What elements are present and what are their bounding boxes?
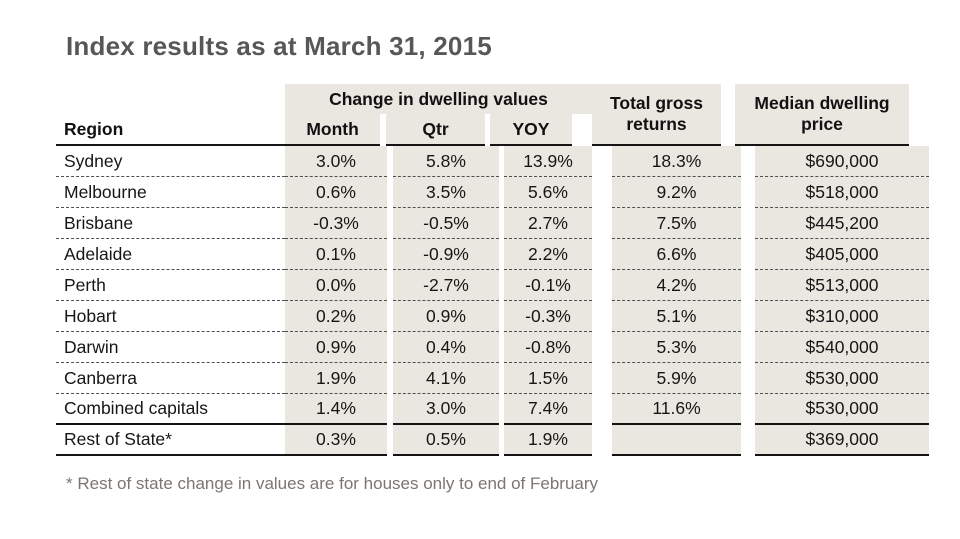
returns-cell: 18.3% xyxy=(612,146,741,177)
region-cell: Brisbane xyxy=(56,208,285,239)
qtr-cell: -0.9% xyxy=(393,239,499,270)
qtr-cell: 3.0% xyxy=(393,394,499,425)
yoy-cell: -0.8% xyxy=(504,332,592,363)
col-header-month: Month xyxy=(285,114,381,146)
yoy-cell: 7.4% xyxy=(504,394,592,425)
yoy-cell: -0.1% xyxy=(504,270,592,301)
table-row-canberra: Canberra 1.9% 4.1% 1.5% 5.9% $530,000 xyxy=(56,363,929,394)
returns-cell: 6.6% xyxy=(612,239,741,270)
month-cell: 3.0% xyxy=(285,146,387,177)
region-cell: Sydney xyxy=(56,146,285,177)
yoy-cell: 1.5% xyxy=(504,363,592,394)
month-cell: 1.4% xyxy=(285,394,387,425)
region-cell: Hobart xyxy=(56,301,285,332)
qtr-cell: 5.8% xyxy=(393,146,499,177)
qtr-cell: -0.5% xyxy=(393,208,499,239)
table-row-sydney: Sydney 3.0% 5.8% 13.9% 18.3% $690,000 xyxy=(56,146,929,177)
table-header: Region Change in dwelling values Month Q… xyxy=(56,84,929,146)
median-price-cell: $445,200 xyxy=(755,208,929,239)
returns-cell xyxy=(612,425,741,456)
median-price-cell: $690,000 xyxy=(755,146,929,177)
month-cell: 1.9% xyxy=(285,363,387,394)
median-price-cell: $310,000 xyxy=(755,301,929,332)
qtr-cell: 4.1% xyxy=(393,363,499,394)
table-row-adelaide: Adelaide 0.1% -0.9% 2.2% 6.6% $405,000 xyxy=(56,239,929,270)
returns-cell: 5.3% xyxy=(612,332,741,363)
returns-cell: 7.5% xyxy=(612,208,741,239)
change-values-column-group: Change in dwelling values Month Qtr YOY xyxy=(285,84,592,146)
qtr-cell: 0.4% xyxy=(393,332,499,363)
table-row-melbourne: Melbourne 0.6% 3.5% 5.6% 9.2% $518,000 xyxy=(56,177,929,208)
table-row-perth: Perth 0.0% -2.7% -0.1% 4.2% $513,000 xyxy=(56,270,929,301)
qtr-cell: 0.5% xyxy=(393,425,499,456)
returns-cell: 5.1% xyxy=(612,301,741,332)
median-price-cell: $530,000 xyxy=(755,363,929,394)
index-results-table: Region Change in dwelling values Month Q… xyxy=(56,84,929,456)
median-price-cell: $369,000 xyxy=(755,425,929,456)
table-row-combined-capitals: Combined capitals 1.4% 3.0% 7.4% 11.6% $… xyxy=(56,394,929,425)
footnote: * Rest of state change in values are for… xyxy=(66,474,599,493)
region-cell: Canberra xyxy=(56,363,285,394)
change-values-subheader-row: Month Qtr YOY xyxy=(285,114,592,146)
col-header-median-dwelling-price: Median dwelling price xyxy=(735,84,909,146)
yoy-cell: 2.7% xyxy=(504,208,592,239)
region-cell: Adelaide xyxy=(56,239,285,270)
yoy-cell: 13.9% xyxy=(504,146,592,177)
returns-cell: 4.2% xyxy=(612,270,741,301)
table-row-rest-of-state: Rest of State* 0.3% 0.5% 1.9% $369,000 xyxy=(56,425,929,456)
table-row-darwin: Darwin 0.9% 0.4% -0.8% 5.3% $540,000 xyxy=(56,332,929,363)
median-price-cell: $405,000 xyxy=(755,239,929,270)
col-header-yoy: YOY xyxy=(489,114,572,146)
returns-cell: 5.9% xyxy=(612,363,741,394)
region-cell: Rest of State* xyxy=(56,425,285,456)
qtr-cell: 3.5% xyxy=(393,177,499,208)
median-price-cell: $518,000 xyxy=(755,177,929,208)
month-cell: 0.3% xyxy=(285,425,387,456)
month-cell: 0.6% xyxy=(285,177,387,208)
yoy-cell: 2.2% xyxy=(504,239,592,270)
month-cell: 0.0% xyxy=(285,270,387,301)
yoy-cell: -0.3% xyxy=(504,301,592,332)
month-cell: 0.2% xyxy=(285,301,387,332)
month-cell: 0.1% xyxy=(285,239,387,270)
col-header-qtr: Qtr xyxy=(386,114,485,146)
region-cell: Perth xyxy=(56,270,285,301)
yoy-cell: 5.6% xyxy=(504,177,592,208)
group-header-change-in-dwelling-values: Change in dwelling values xyxy=(285,84,592,114)
returns-cell: 11.6% xyxy=(612,394,741,425)
table-row-hobart: Hobart 0.2% 0.9% -0.3% 5.1% $310,000 xyxy=(56,301,929,332)
region-cell: Darwin xyxy=(56,332,285,363)
median-price-cell: $540,000 xyxy=(755,332,929,363)
col-header-region: Region xyxy=(56,84,285,146)
month-cell: 0.9% xyxy=(285,332,387,363)
table-row-brisbane: Brisbane -0.3% -0.5% 2.7% 7.5% $445,200 xyxy=(56,208,929,239)
page-title: Index results as at March 31, 2015 xyxy=(66,31,492,61)
qtr-cell: 0.9% xyxy=(393,301,499,332)
median-price-cell: $513,000 xyxy=(755,270,929,301)
median-price-cell: $530,000 xyxy=(755,394,929,425)
yoy-cell: 1.9% xyxy=(504,425,592,456)
region-cell: Combined capitals xyxy=(56,394,285,425)
qtr-cell: -2.7% xyxy=(393,270,499,301)
returns-cell: 9.2% xyxy=(612,177,741,208)
month-cell: -0.3% xyxy=(285,208,387,239)
col-header-total-gross-returns: Total gross returns xyxy=(592,84,721,146)
region-cell: Melbourne xyxy=(56,177,285,208)
